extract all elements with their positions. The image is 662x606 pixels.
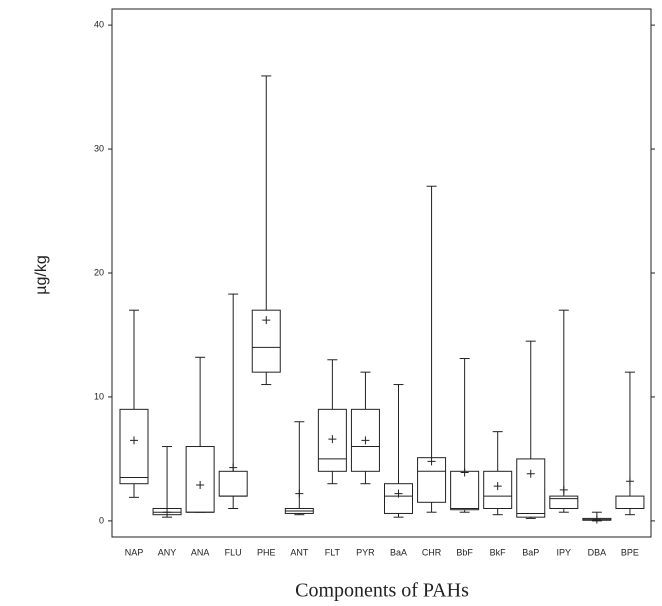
box-group — [615, 371, 645, 516]
mean-marker — [427, 457, 436, 466]
box — [185, 446, 215, 513]
y-tick-label: 30 — [94, 143, 104, 153]
box — [450, 470, 480, 511]
mean-marker — [328, 435, 337, 444]
box — [119, 408, 149, 485]
x-tick-label: BbF — [456, 547, 473, 557]
box-group — [218, 293, 248, 509]
box-group — [384, 384, 413, 518]
x-axis-label: Components of PAHs — [295, 580, 469, 602]
x-tick-label: ANT — [290, 547, 309, 557]
x-tick-label: PHE — [257, 547, 276, 557]
box-group — [516, 340, 546, 519]
y-tick-label: 40 — [94, 19, 104, 29]
y-tick-label: 20 — [94, 267, 104, 277]
x-tick-label: DBA — [588, 547, 607, 557]
box-group — [251, 75, 281, 386]
mean-marker — [394, 489, 403, 498]
mean-marker — [493, 482, 502, 491]
x-tick-label: BaA — [390, 547, 407, 557]
mean-marker — [526, 469, 535, 478]
box — [516, 458, 546, 518]
box-group — [450, 358, 480, 513]
mean-marker — [163, 508, 172, 517]
x-tick-label: PYR — [356, 547, 375, 557]
y-axis-label: µg/kg — [33, 255, 50, 294]
box-group — [549, 309, 579, 513]
box-group — [417, 185, 447, 513]
box — [384, 483, 413, 514]
mean-marker — [295, 489, 304, 498]
y-tick-label: 10 — [94, 391, 104, 401]
box-group — [119, 309, 149, 498]
x-tick-label: FLU — [225, 547, 242, 557]
box — [218, 470, 248, 497]
x-tick-label: BkF — [490, 547, 507, 557]
x-tick-label: BPE — [621, 547, 639, 557]
box — [615, 495, 645, 509]
box-group — [185, 356, 215, 513]
box-group — [284, 421, 314, 516]
mean-marker — [229, 463, 238, 472]
box-group — [317, 359, 347, 485]
x-tick-label: NAP — [125, 547, 144, 557]
box-group — [152, 446, 182, 518]
x-tick-label: ANY — [158, 547, 177, 557]
box-group — [350, 371, 380, 485]
y-tick-label: 0 — [99, 515, 104, 525]
x-tick-label: ANA — [191, 547, 210, 557]
x-tick-label: BaP — [522, 547, 539, 557]
box-group — [483, 431, 513, 516]
mean-marker — [196, 480, 205, 489]
box — [549, 495, 579, 509]
mean-marker — [592, 515, 601, 524]
mean-marker — [361, 436, 370, 445]
x-tick-label: FLT — [325, 547, 341, 557]
box-group — [582, 511, 612, 524]
mean-marker — [559, 485, 568, 494]
x-tick-label: IPY — [557, 547, 572, 557]
mean-marker — [262, 316, 271, 325]
mean-marker — [130, 436, 138, 445]
x-tick-label: CHR — [422, 547, 442, 557]
mean-marker — [460, 468, 469, 477]
mean-marker — [625, 477, 634, 486]
